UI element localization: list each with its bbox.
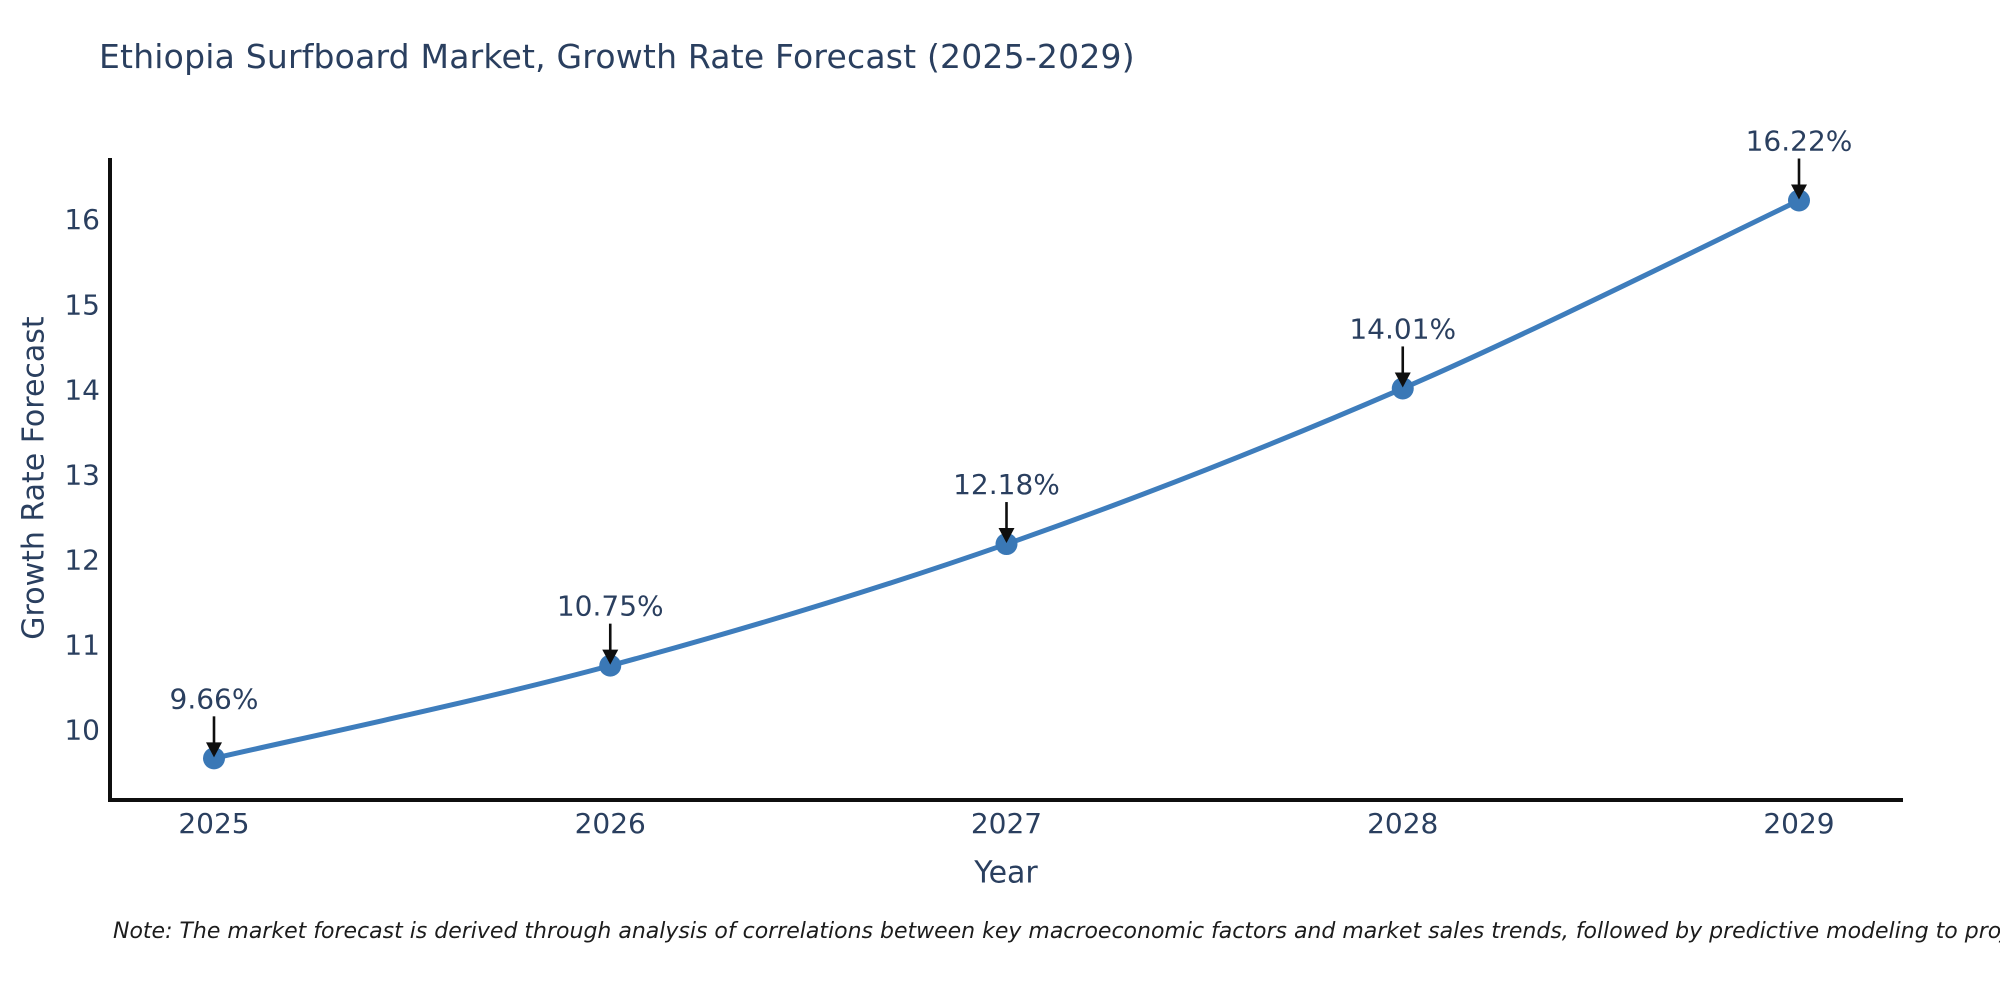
point-value-label: 14.01% (1349, 312, 1456, 345)
footnote: Note: The market forecast is derived thr… (113, 919, 2000, 944)
y-tick-label: 13 (64, 458, 100, 491)
x-tick-label: 2029 (1763, 807, 1834, 840)
annotation-arrow-head (998, 528, 1015, 544)
point-value-label: 12.18% (953, 468, 1060, 501)
annotation-arrow-head (1791, 184, 1807, 200)
x-axis-title: Year (974, 855, 1038, 891)
y-tick-label: 11 (64, 628, 100, 661)
x-tick-label: 2025 (178, 807, 249, 840)
data-point-marker (1391, 377, 1414, 400)
point-value-label: 16.22% (1746, 125, 1853, 158)
data-point-marker (599, 654, 622, 677)
annotation-arrow-head (1394, 372, 1411, 388)
chart-title: Ethiopia Surfboard Market, Growth Rate F… (99, 37, 1135, 76)
y-tick-label: 12 (64, 543, 100, 576)
x-tick-label: 2028 (1367, 807, 1438, 840)
y-tick-label: 14 (64, 373, 100, 406)
annotation-arrow-head (206, 742, 222, 758)
axis-spines (108, 158, 1903, 802)
y-tick-label: 15 (64, 288, 100, 321)
annotation-arrow-head (602, 649, 619, 665)
x-tick-label: 2027 (971, 807, 1042, 840)
y-tick-label: 16 (64, 203, 100, 236)
data-point-marker (203, 747, 225, 770)
data-point-marker (1788, 189, 1810, 212)
point-value-label: 10.75% (557, 590, 664, 623)
x-tick-label: 2026 (575, 807, 646, 840)
y-tick-label: 10 (64, 713, 100, 746)
data-point-marker (995, 533, 1018, 556)
point-value-label: 9.66% (170, 682, 259, 715)
